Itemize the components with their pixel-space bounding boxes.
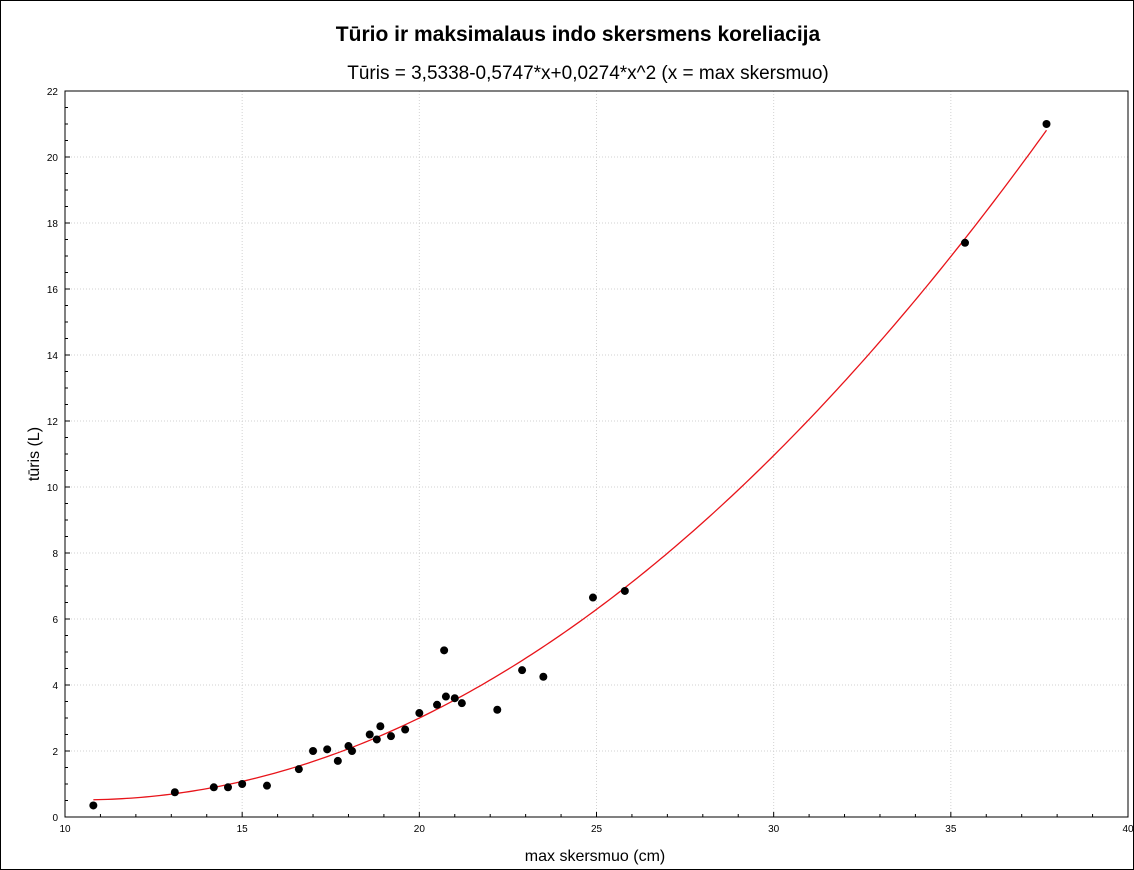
data-point	[348, 747, 357, 755]
data-point	[209, 783, 218, 792]
x-tick-label: 40	[1122, 824, 1134, 835]
data-point	[401, 725, 410, 734]
data-point	[457, 699, 466, 708]
data-point	[333, 756, 342, 765]
data-point	[450, 694, 459, 703]
y-tick-label: 14	[47, 351, 59, 362]
axis-ticks: 10 15 20 25 30 35 40 0 2 4 6 8 10 12 14 16 18 20 22	[47, 87, 1134, 835]
data-point	[961, 238, 970, 247]
y-tick-label: 2	[52, 747, 58, 758]
data-point	[376, 722, 385, 731]
data-point	[323, 745, 332, 754]
data-point	[620, 586, 629, 595]
data-point	[440, 646, 449, 655]
y-tick-label: 4	[52, 681, 58, 692]
x-tick-label: 15	[237, 824, 249, 835]
data-point	[262, 781, 271, 790]
x-tick-label: 20	[414, 824, 426, 835]
x-axis-label: max skersmuo (cm)	[525, 848, 665, 865]
data-point	[89, 801, 98, 810]
grid	[65, 91, 1128, 817]
data-point	[518, 666, 527, 675]
data-point	[365, 730, 374, 739]
data-point	[539, 672, 548, 681]
data-point	[588, 593, 597, 602]
y-tick-label: 20	[47, 153, 59, 164]
y-tick-label: 12	[47, 417, 59, 428]
y-tick-label: 10	[47, 483, 59, 494]
data-point	[493, 705, 502, 714]
chart-subtitle: Tūris = 3,5338-0,5747*x+0,0274*x^2 (x = …	[347, 63, 829, 84]
x-tick-label: 35	[945, 824, 957, 835]
x-tick-label: 25	[591, 824, 603, 835]
y-tick-label: 0	[52, 813, 58, 824]
y-tick-label: 8	[52, 549, 58, 560]
data-point	[433, 700, 442, 709]
data-point	[372, 735, 381, 744]
x-tick-label: 10	[59, 824, 71, 835]
x-tick-label: 30	[768, 824, 780, 835]
data-point	[238, 780, 247, 788]
data-points	[89, 120, 1051, 810]
data-point	[1042, 120, 1051, 128]
y-tick-label: 18	[47, 219, 59, 230]
y-tick-label: 6	[52, 615, 58, 626]
data-point	[294, 765, 303, 774]
y-tick-label: 22	[47, 87, 59, 98]
data-point	[415, 709, 424, 718]
chart-title: Tūrio ir maksimalaus indo skersmens kore…	[336, 23, 821, 46]
data-point	[170, 788, 179, 797]
data-point	[441, 692, 450, 701]
data-point	[223, 783, 232, 792]
fit-curve	[93, 129, 1048, 801]
data-point	[309, 747, 318, 755]
y-tick-label: 16	[47, 285, 59, 296]
y-axis-label: tūris (L)	[26, 427, 43, 481]
data-point	[386, 732, 395, 741]
